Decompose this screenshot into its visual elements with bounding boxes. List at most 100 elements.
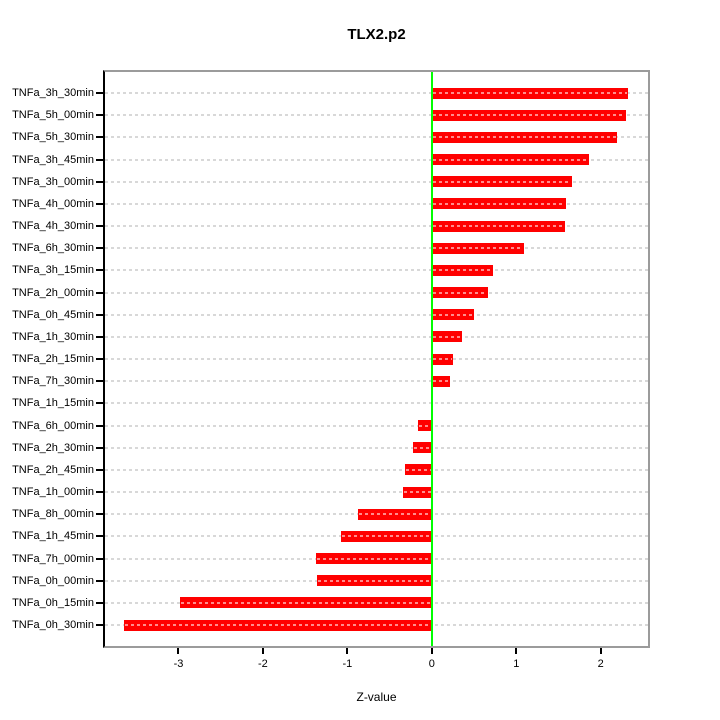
y-axis-tick [96, 202, 103, 205]
gridline [105, 313, 648, 316]
y-axis-tick [96, 247, 103, 250]
gridline [105, 468, 648, 471]
y-axis-tick [96, 335, 103, 338]
bar [418, 420, 432, 432]
gridline [105, 158, 648, 161]
y-axis-label: TNFa_2h_30min [12, 441, 94, 454]
y-axis-label: TNFa_1h_15min [12, 397, 94, 410]
y-axis-label: TNFa_6h_00min [12, 419, 94, 432]
gridline [105, 180, 648, 183]
gridline [105, 358, 648, 361]
bar [316, 553, 432, 565]
y-axis-tick [96, 114, 103, 117]
bar [431, 287, 489, 299]
y-axis-tick [96, 424, 103, 427]
gridline [105, 335, 648, 338]
y-axis-label: TNFa_7h_30min [12, 375, 94, 388]
gridline [105, 225, 648, 228]
y-axis-label: TNFa_0h_30min [12, 619, 94, 632]
x-axis-tick [346, 648, 349, 654]
bar [180, 597, 432, 609]
y-axis-tick [96, 468, 103, 471]
bar [413, 442, 432, 454]
y-axis-tick [96, 225, 103, 228]
bar [403, 486, 432, 498]
y-axis-tick [96, 92, 103, 94]
plot-area [103, 70, 650, 648]
x-tick-label: 2 [597, 658, 604, 670]
bar [431, 331, 463, 343]
y-axis-tick [96, 358, 103, 361]
gridline [105, 114, 648, 117]
plot-canvas [105, 72, 648, 646]
y-axis-label: TNFa_0h_15min [12, 596, 94, 609]
bar [431, 198, 567, 210]
y-axis-label: TNFa_3h_15min [12, 264, 94, 277]
y-axis-tick [96, 180, 103, 183]
y-axis-label: TNFa_4h_00min [12, 197, 94, 210]
y-axis-tick [96, 601, 103, 604]
gridline [105, 424, 648, 427]
y-axis-label: TNFa_3h_30min [12, 87, 94, 99]
y-axis-tick [96, 624, 103, 627]
y-axis-tick [96, 136, 103, 139]
x-tick-label: 1 [513, 658, 520, 670]
gridline [105, 446, 648, 449]
x-tick-label: 0 [428, 658, 435, 670]
y-axis-label: TNFa_1h_00min [12, 486, 94, 499]
zero-reference-line [430, 72, 433, 646]
bar [431, 154, 589, 165]
gridline [105, 291, 648, 294]
bar [431, 309, 475, 321]
bar [431, 242, 524, 254]
y-axis-label: TNFa_3h_45min [12, 153, 94, 166]
bar [431, 131, 617, 143]
y-axis-label: TNFa_0h_45min [12, 308, 94, 321]
x-tick-label: -3 [173, 658, 184, 670]
y-axis-tick [96, 579, 103, 582]
y-axis-tick [96, 380, 103, 383]
chart-title: TLX2.p2 [347, 26, 406, 43]
y-axis-tick [96, 291, 103, 294]
y-axis-tick [96, 557, 103, 560]
gridline [105, 269, 648, 272]
y-axis-tick [96, 491, 103, 494]
y-axis-label: TNFa_4h_30min [12, 220, 94, 233]
y-axis-label: TNFa_1h_30min [12, 330, 94, 343]
x-axis-tick [599, 648, 602, 654]
bar [431, 87, 628, 99]
y-axis-tick [96, 535, 103, 538]
gridline [105, 136, 648, 139]
y-axis-label: TNFa_2h_15min [12, 353, 94, 366]
bar [316, 575, 432, 587]
y-axis-tick [96, 158, 103, 161]
x-axis-tick [177, 648, 180, 654]
gridline [105, 402, 648, 405]
x-axis-tick [261, 648, 264, 654]
y-axis-tick [96, 402, 103, 405]
y-axis-label: TNFa_1h_45min [12, 530, 94, 543]
y-axis-label: TNFa_3h_00min [12, 175, 94, 188]
y-axis-label: TNFa_2h_00min [12, 286, 94, 299]
x-axis-title: Z-value [356, 690, 397, 704]
y-axis-label: TNFa_2h_45min [12, 463, 94, 476]
x-tick-label: -1 [342, 658, 353, 670]
bar [358, 508, 432, 520]
y-axis-label: TNFa_0h_00min [12, 574, 94, 587]
bar [431, 220, 566, 232]
x-axis-tick [430, 648, 433, 654]
y-axis-label: TNFa_6h_30min [12, 242, 94, 255]
y-axis-tick [96, 269, 103, 272]
y-axis-label: TNFa_8h_00min [12, 508, 94, 521]
y-axis-tick [96, 446, 103, 449]
bar [431, 353, 453, 365]
bar [124, 619, 432, 631]
x-tick-label: -2 [258, 658, 268, 670]
bar [404, 464, 432, 476]
gridline [105, 247, 648, 250]
y-axis-label: TNFa_5h_30min [12, 131, 94, 144]
y-axis-label: TNFa_7h_00min [12, 552, 94, 565]
bar [431, 375, 450, 387]
gridline [105, 92, 648, 94]
